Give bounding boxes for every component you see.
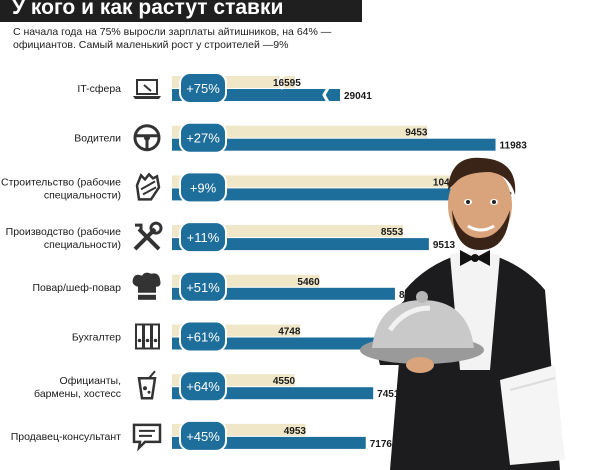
category-label: Повар/шеф-повар	[32, 282, 121, 294]
value-label-after: 7451	[377, 389, 400, 400]
chart-row: IT-сфера 16595 29041 +75%	[77, 72, 372, 104]
growth-label: +61%	[186, 330, 220, 345]
page-subtitle: С начала года на 75% выросли зарплаты ай…	[13, 26, 332, 51]
growth-label: +9%	[190, 180, 217, 195]
laptop-icon	[133, 79, 161, 99]
value-label-before: 10478	[433, 177, 461, 188]
bar-before	[172, 225, 403, 238]
category-label-line: Строительство (рабочие	[1, 176, 121, 188]
value-label-after: 29041	[344, 91, 372, 102]
bar-before	[172, 175, 455, 188]
bar-after	[172, 238, 429, 251]
binders-icon	[135, 323, 160, 350]
category-label-line: Производство (рабочие	[6, 226, 122, 238]
category-label: Водители	[74, 133, 121, 145]
growth-badge	[179, 270, 227, 303]
growth-label: +64%	[186, 379, 220, 394]
category-label-line: Официанты,	[60, 375, 121, 387]
glove-icon	[135, 172, 161, 201]
waiter-photo	[360, 157, 565, 470]
chef-hat-icon	[132, 272, 161, 300]
chart-row: Строительство (рабочие специальности) 1047…	[1, 171, 512, 204]
category-label-line: специальности)	[44, 239, 121, 251]
value-label-before: 4748	[278, 327, 301, 338]
bar-after	[172, 287, 395, 300]
growth-label: +75%	[186, 81, 220, 96]
category-label: Продавец-консультант	[11, 431, 121, 443]
growth-label: +27%	[186, 131, 220, 146]
value-label-after: 11983	[500, 141, 528, 152]
salary-chart: IT-сфера 16595 29041 +75% Водители 9453 11983 +…	[1, 72, 528, 452]
category-label-line: бармены, хостесс	[34, 388, 121, 400]
chart-row: Производство (рабочие специальности) 8553 9…	[6, 221, 456, 254]
category-label-line: Водители	[74, 133, 121, 145]
chat-icon	[132, 423, 162, 452]
bar-after	[172, 138, 496, 151]
growth-badge	[179, 121, 227, 154]
value-label-before: 5460	[297, 277, 320, 288]
category-label: Производство (рабочие специальности)	[6, 226, 122, 251]
axis-break-mark	[322, 87, 330, 103]
category-label-line: специальности)	[44, 189, 121, 201]
bar-before	[172, 125, 428, 138]
value-label-before: 4953	[284, 426, 307, 437]
chart-row: Официанты, бармены, хостесс 4550 7451 +64%	[34, 370, 400, 403]
growth-label: +45%	[186, 429, 220, 444]
bar-after	[172, 188, 481, 201]
growth-label: +51%	[186, 280, 220, 295]
category-label: Официанты, бармены, хостесс	[34, 375, 121, 400]
value-label-after: 9513	[433, 240, 456, 251]
steering-wheel-icon	[133, 124, 161, 152]
growth-badge	[179, 320, 227, 353]
category-label: Бухгалтер	[72, 332, 121, 344]
growth-badge	[179, 171, 227, 204]
value-label-before: 9453	[405, 128, 428, 139]
category-label-line: Продавец-консультант	[11, 431, 121, 443]
growth-badge	[179, 221, 227, 254]
value-label-after: 7176	[370, 439, 393, 450]
chart-row: Продавец-консультант 4953 7176 +45%	[11, 419, 393, 452]
growth-badge	[179, 370, 227, 403]
axis-break-mark	[277, 74, 285, 90]
chart-row: Водители 9453 11983 +27%	[74, 121, 528, 154]
category-label-line: IT-сфера	[77, 83, 121, 95]
growth-label: +11%	[187, 230, 220, 245]
tools-icon	[133, 221, 163, 251]
value-label-before: 16595	[273, 78, 301, 89]
value-label-before: 8553	[381, 227, 404, 238]
category-label: Строительство (рабочие специальности)	[1, 176, 121, 201]
value-label-before: 4550	[273, 376, 296, 387]
growth-badge	[179, 72, 227, 104]
growth-badge	[179, 419, 227, 452]
category-label-line: Бухгалтер	[72, 332, 121, 344]
category-label-line: Повар/шеф-повар	[32, 282, 121, 294]
cocktail-icon	[137, 370, 157, 400]
page-title: У кого и как растут ставки	[0, 0, 362, 22]
category-label: IT-сфера	[77, 83, 121, 95]
